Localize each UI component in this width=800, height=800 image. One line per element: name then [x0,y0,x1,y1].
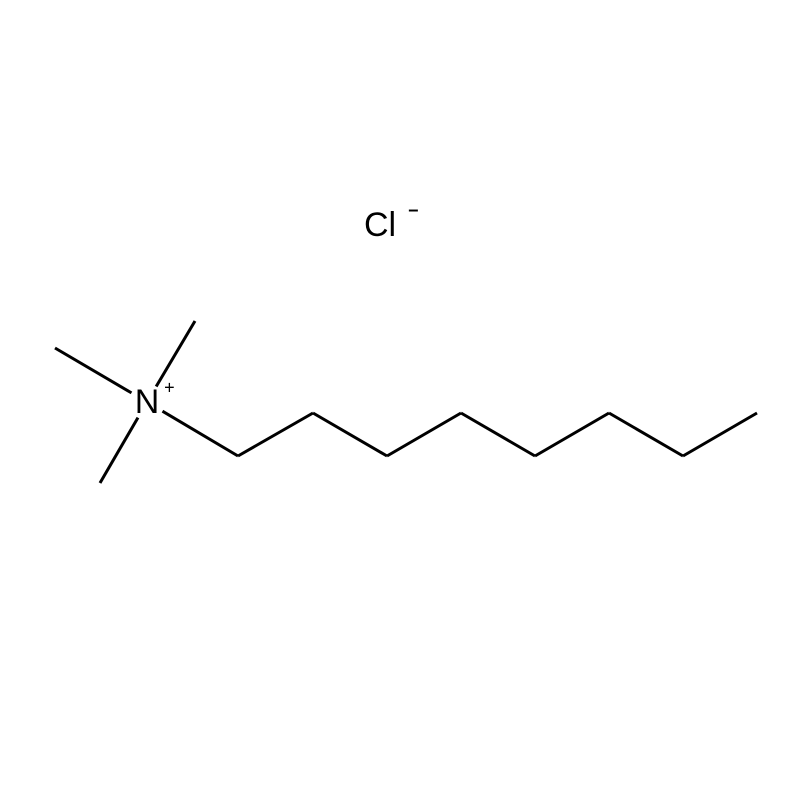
atom-label-Cl: Cl− [364,201,419,244]
svg-text:N: N [135,383,160,421]
bond-C5-C6 [535,413,609,456]
svg-text:Cl: Cl [364,206,396,244]
bond-N-Me_down [100,418,138,483]
bond-C1-C2 [238,413,313,456]
bond-N-Me_up [156,321,195,387]
bond-C6-C7 [609,413,683,456]
bond-C3-C4 [387,413,461,456]
bond-N-Me_left [55,348,131,393]
charge-N: + [164,378,175,398]
bond-C7-C8 [683,413,757,456]
bond-N-C1 [162,411,238,456]
molecule-diagram: N+ Cl− [0,0,800,800]
bond-C2-C3 [313,413,387,456]
bond-C4-C5 [461,413,535,456]
charge-Cl: − [408,201,419,221]
